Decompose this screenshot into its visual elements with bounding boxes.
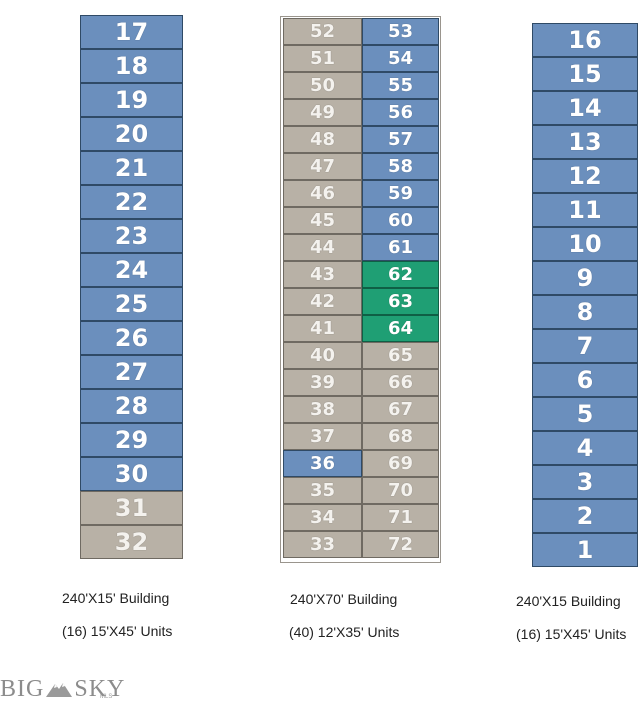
big-sky-logo: BIG SKY MLS — [0, 672, 125, 706]
middle-building-unit-65: 65 — [362, 342, 439, 369]
middle-building-units-left-column: 52 51 50 49 48 47 46 45 44 43 42 41 40 39 38 37 36 35 34 33 — [283, 18, 362, 558]
middle-building-unit-34: 34 — [283, 504, 362, 531]
left-building-unit-27: 27 — [80, 355, 183, 389]
middle-building-unit-64: 64 — [362, 315, 439, 342]
middle-building-unit-51: 51 — [283, 45, 362, 72]
middle-building-unit-72: 72 — [362, 531, 439, 558]
middle-building-unit-70: 70 — [362, 477, 439, 504]
middle-building-unit-50: 50 — [283, 72, 362, 99]
middle-building-unit-57: 57 — [362, 126, 439, 153]
left-building-unit-22: 22 — [80, 185, 183, 219]
middle-building-unit-35: 35 — [283, 477, 362, 504]
middle-building-frame — [280, 16, 441, 563]
middle-building-unit-36: 36 — [283, 450, 362, 477]
middle-building-unit-43: 43 — [283, 261, 362, 288]
left-building-unit-23: 23 — [80, 219, 183, 253]
middle-building-unit-59: 59 — [362, 180, 439, 207]
middle-building-unit-45: 45 — [283, 207, 362, 234]
middle-building-unit-61: 61 — [362, 234, 439, 261]
logo-subtext: MLS — [100, 694, 113, 700]
middle-building-unit-48: 48 — [283, 126, 362, 153]
left-building-size: 240'X15' Building — [62, 590, 170, 606]
middle-building-size: 240'X70' Building — [290, 591, 398, 607]
middle-building-unit-39: 39 — [283, 369, 362, 396]
middle-building-unit-62: 62 — [362, 261, 439, 288]
middle-building-unit-56: 56 — [362, 99, 439, 126]
right-building-unit-5: 5 — [532, 397, 638, 431]
left-building-unit-28: 28 — [80, 389, 183, 423]
right-building-units: 16 15 14 13 12 11 10 9 8 7 6 5 4 3 2 1 — [532, 23, 638, 567]
left-building-unit-18: 18 — [80, 49, 183, 83]
right-building-unit-15: 15 — [532, 57, 638, 91]
right-building-unit-9: 9 — [532, 261, 638, 295]
right-building-unit-13: 13 — [532, 125, 638, 159]
left-building-unit-19: 19 — [80, 83, 183, 117]
middle-building-unit-54: 54 — [362, 45, 439, 72]
middle-building-unit-63: 63 — [362, 288, 439, 315]
right-building-units-count: (16) 15'X45' Units — [516, 626, 627, 642]
left-building-unit-20: 20 — [80, 117, 183, 151]
middle-building-unit-33: 33 — [283, 531, 362, 558]
right-building-unit-12: 12 — [532, 159, 638, 193]
middle-building-unit-53: 53 — [362, 18, 439, 45]
logo-text-right: SKY — [74, 675, 126, 702]
middle-building-unit-55: 55 — [362, 72, 439, 99]
left-building-unit-21: 21 — [80, 151, 183, 185]
middle-building-unit-49: 49 — [283, 99, 362, 126]
middle-building-unit-37: 37 — [283, 423, 362, 450]
left-building-units-count: (16) 15'X45' Units — [62, 623, 173, 639]
middle-building-unit-42: 42 — [283, 288, 362, 315]
right-building-unit-16: 16 — [532, 23, 638, 57]
right-building-unit-1: 1 — [532, 533, 638, 567]
middle-building-unit-69: 69 — [362, 450, 439, 477]
middle-building-unit-66: 66 — [362, 369, 439, 396]
middle-building-unit-46: 46 — [283, 180, 362, 207]
middle-building-unit-44: 44 — [283, 234, 362, 261]
right-building-unit-7: 7 — [532, 329, 638, 363]
middle-building-units-count: (40) 12'X35' Units — [289, 624, 400, 640]
middle-building-unit-41: 41 — [283, 315, 362, 342]
left-building-unit-32: 32 — [80, 525, 183, 559]
mountain-icon — [46, 679, 73, 699]
middle-building-unit-58: 58 — [362, 153, 439, 180]
right-building-unit-2: 2 — [532, 499, 638, 533]
middle-building-units-right-column: 53 54 55 56 57 58 59 60 61 62 63 64 65 66 67 68 69 70 71 72 — [362, 18, 439, 558]
right-building-unit-4: 4 — [532, 431, 638, 465]
right-building-unit-3: 3 — [532, 465, 638, 499]
right-building-unit-14: 14 — [532, 91, 638, 125]
left-building-unit-29: 29 — [80, 423, 183, 457]
middle-building-unit-40: 40 — [283, 342, 362, 369]
left-building-unit-31: 31 — [80, 491, 183, 525]
middle-building-unit-71: 71 — [362, 504, 439, 531]
left-building-unit-26: 26 — [80, 321, 183, 355]
right-building-unit-11: 11 — [532, 193, 638, 227]
middle-building-unit-60: 60 — [362, 207, 439, 234]
right-building-size: 240'X15 Building — [516, 593, 621, 609]
left-building-units: 17 18 19 20 21 22 23 24 25 26 27 28 29 30 31 32 — [80, 15, 183, 559]
middle-building-unit-52: 52 — [283, 18, 362, 45]
middle-building-unit-68: 68 — [362, 423, 439, 450]
middle-building-unit-38: 38 — [283, 396, 362, 423]
left-building-unit-30: 30 — [80, 457, 183, 491]
left-building-unit-17: 17 — [80, 15, 183, 49]
right-building-unit-6: 6 — [532, 363, 638, 397]
middle-building-unit-47: 47 — [283, 153, 362, 180]
middle-building-unit-67: 67 — [362, 396, 439, 423]
logo-text-left: BIG — [0, 675, 45, 702]
left-building-unit-25: 25 — [80, 287, 183, 321]
right-building-unit-8: 8 — [532, 295, 638, 329]
left-building-unit-24: 24 — [80, 253, 183, 287]
right-building-unit-10: 10 — [532, 227, 638, 261]
